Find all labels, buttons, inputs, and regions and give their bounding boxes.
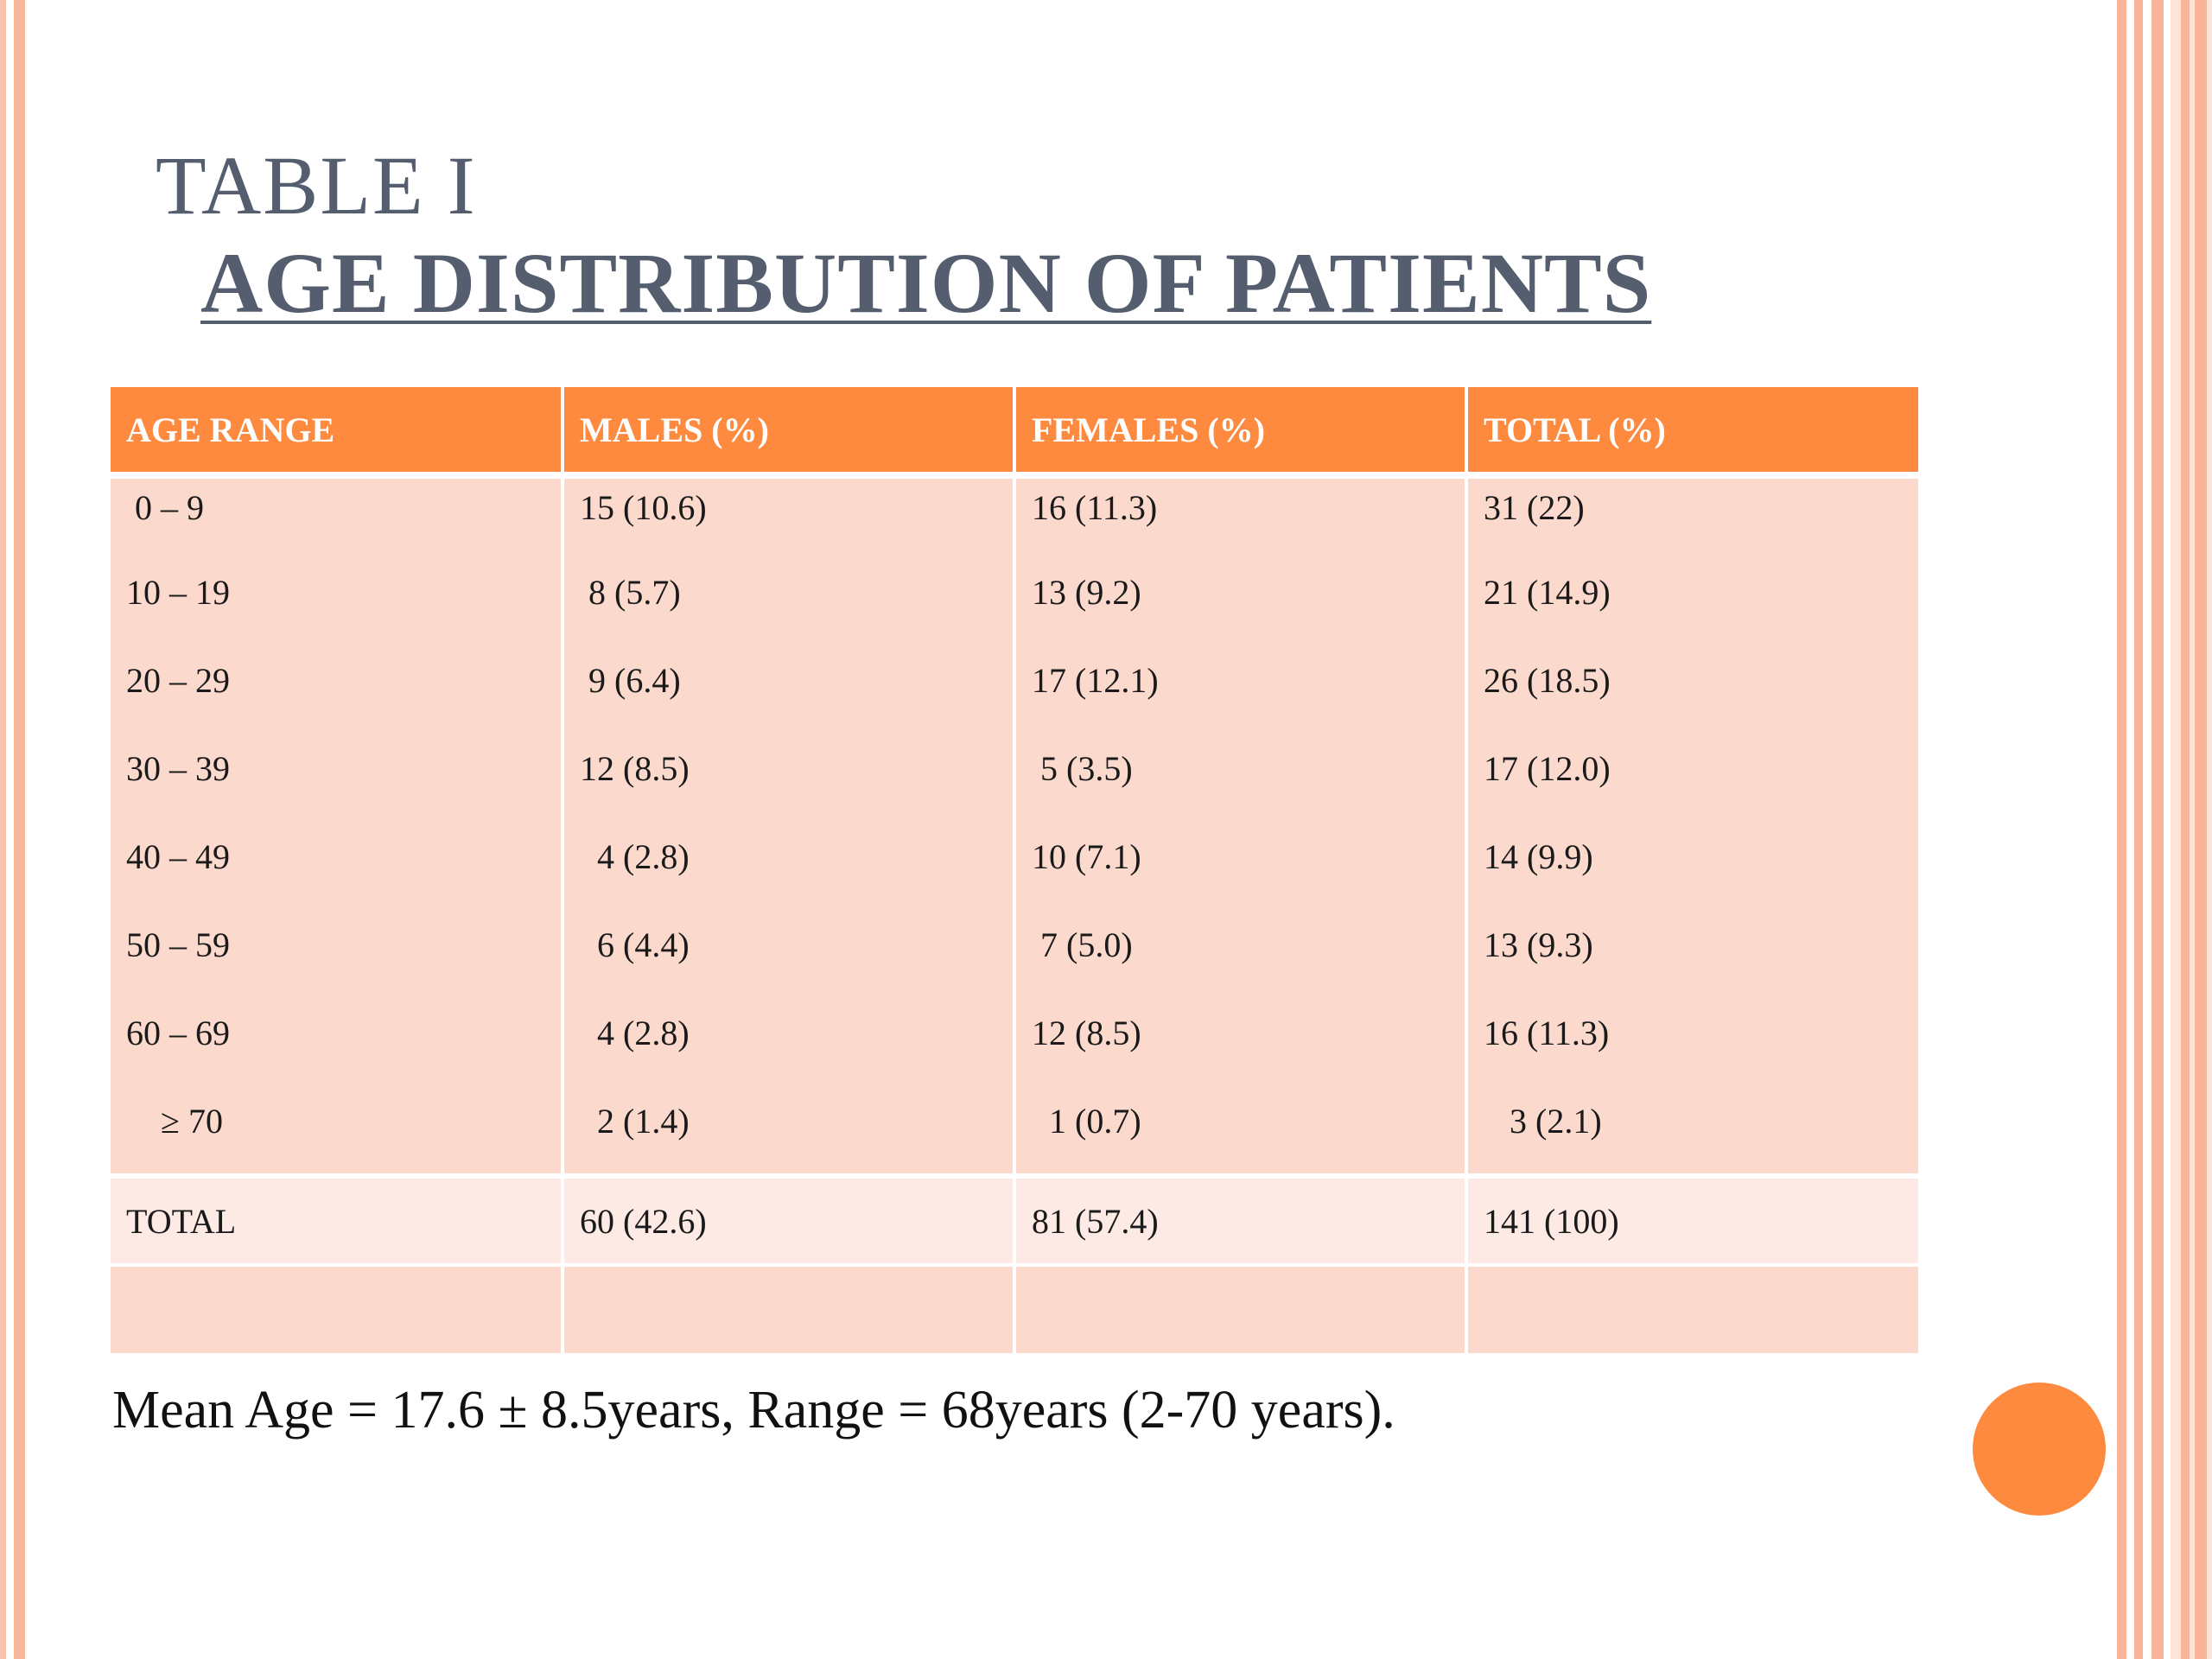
males-cell: 9 (6.4)	[580, 661, 681, 700]
header-total: TOTAL (%)	[1466, 387, 1918, 475]
total-cell: 21 (14.9)	[1484, 573, 1611, 612]
decorative-circle	[1973, 1382, 2106, 1516]
slide-subtitle: AGE DISTRIBUTION OF PATIENTS	[200, 235, 1652, 331]
frame-line-right-1	[2117, 0, 2126, 1659]
frame-line-right-2	[2134, 0, 2143, 1659]
header-females: FEMALES (%)	[1014, 387, 1468, 475]
table-row: 30 – 39 12 (8.5) 5 (3.5) 17 (12.0)	[111, 743, 1918, 831]
males-cell: 4 (2.8)	[580, 1014, 690, 1052]
total-cell: 3 (2.1)	[1484, 1102, 1602, 1141]
males-cell: 8 (5.7)	[580, 573, 681, 612]
table-total-row: TOTAL 60 (42.6) 81 (57.4) 141 (100)	[111, 1176, 1918, 1265]
total-overall-cell: 141 (100)	[1466, 1176, 1918, 1265]
frame-line-left-outer	[0, 0, 6, 1659]
age-range-cell: 60 – 69	[126, 1014, 230, 1052]
table-row: 0 – 9 15 (10.6) 16 (11.3) 31 (22)	[111, 475, 1918, 567]
total-males-cell: 60 (42.6)	[563, 1176, 1016, 1265]
total-cell: 31 (22)	[1484, 488, 1585, 527]
age-range-cell: 10 – 19	[126, 573, 230, 612]
females-cell: 10 (7.1)	[1032, 837, 1141, 876]
females-cell: 1 (0.7)	[1032, 1102, 1141, 1141]
age-range-cell: ≥ 70	[126, 1102, 223, 1141]
females-cell: 13 (9.2)	[1032, 573, 1141, 612]
total-cell: 14 (9.9)	[1484, 837, 1593, 876]
age-range-cell: 50 – 59	[126, 925, 230, 964]
females-cell: 17 (12.1)	[1032, 661, 1159, 700]
females-cell: 7 (5.0)	[1032, 925, 1133, 964]
age-range-cell: 20 – 29	[126, 661, 230, 700]
total-females-cell: 81 (57.4)	[1014, 1176, 1468, 1265]
table-header-row: AGE RANGE MALES (%) FEMALES (%) TOTAL (%…	[111, 387, 1918, 475]
header-males: MALES (%)	[563, 387, 1016, 475]
males-cell: 6 (4.4)	[580, 925, 690, 964]
age-range-cell: 0 – 9	[126, 488, 204, 527]
total-cell: 26 (18.5)	[1484, 661, 1611, 700]
total-cell: 17 (12.0)	[1484, 749, 1611, 788]
frame-line-right-5	[2195, 0, 2207, 1659]
females-cell: 5 (3.5)	[1032, 749, 1133, 788]
age-range-cell: 40 – 49	[126, 837, 230, 876]
table-empty-row	[111, 1265, 1918, 1353]
table-row: 60 – 69 4 (2.8) 12 (8.5) 16 (11.3)	[111, 1007, 1918, 1096]
age-distribution-table: AGE RANGE MALES (%) FEMALES (%) TOTAL (%…	[111, 387, 1918, 1353]
age-range-cell: 30 – 39	[126, 749, 230, 788]
total-cell: 16 (11.3)	[1484, 1014, 1610, 1052]
males-cell: 2 (1.4)	[580, 1102, 690, 1141]
total-label-cell: TOTAL	[111, 1176, 564, 1265]
females-cell: 12 (8.5)	[1032, 1014, 1141, 1052]
frame-line-right-3	[2152, 0, 2164, 1659]
frame-line-left-inner	[14, 0, 25, 1659]
table-row: 50 – 59 6 (4.4) 7 (5.0) 13 (9.3)	[111, 919, 1918, 1007]
males-cell: 12 (8.5)	[580, 749, 690, 788]
header-age-range: AGE RANGE	[111, 387, 564, 475]
table-row: ≥ 70 2 (1.4) 1 (0.7) 3 (2.1)	[111, 1096, 1918, 1176]
table-row: 40 – 49 4 (2.8) 10 (7.1) 14 (9.9)	[111, 831, 1918, 919]
total-cell: 13 (9.3)	[1484, 925, 1593, 964]
table-row: 20 – 29 9 (6.4) 17 (12.1) 26 (18.5)	[111, 655, 1918, 743]
slide-title: TABLE I	[156, 139, 477, 232]
females-cell: 16 (11.3)	[1032, 488, 1158, 527]
males-cell: 15 (10.6)	[580, 488, 707, 527]
table-row: 10 – 19 8 (5.7) 13 (9.2) 21 (14.9)	[111, 567, 1918, 655]
footnote-mean-age: Mean Age = 17.6 ± 8.5years, Range = 68ye…	[112, 1381, 1395, 1440]
males-cell: 4 (2.8)	[580, 837, 690, 876]
frame-line-right-4	[2181, 0, 2190, 1659]
